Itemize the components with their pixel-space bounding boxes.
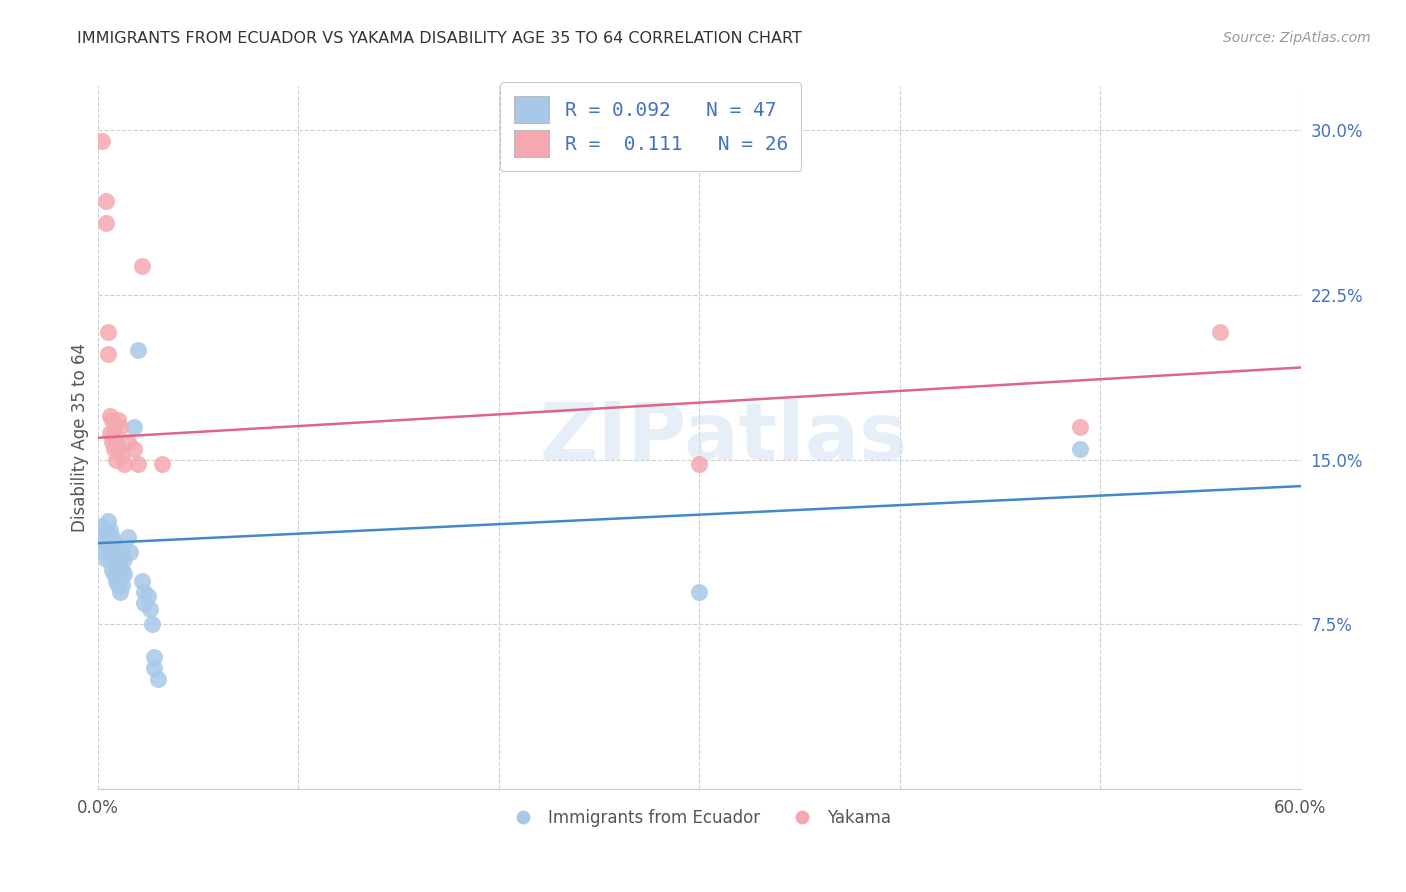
Point (142, 650, 165, 665)
Point (104, 541, 127, 555)
Point (108, 584, 131, 599)
Point (688, 457, 710, 471)
Point (104, 574, 127, 588)
Point (107, 563, 129, 577)
Point (141, 617, 163, 632)
Point (117, 435, 139, 450)
Point (111, 578, 134, 592)
Point (94, 536, 117, 550)
Point (118, 545, 141, 559)
Point (117, 530, 139, 544)
Point (112, 566, 135, 581)
Point (104, 452, 127, 467)
Point (111, 545, 134, 559)
Point (100, 563, 122, 577)
Point (132, 595, 155, 609)
Point (97, 541, 120, 555)
Point (127, 343, 149, 357)
Point (108, 419, 131, 434)
Point (98, 426, 121, 441)
Point (1209, 326, 1232, 340)
Point (122, 442, 145, 456)
Point (94, 215, 117, 229)
Point (150, 457, 173, 471)
Point (108, 566, 131, 581)
Point (103, 442, 125, 456)
Point (93, 530, 115, 544)
Point (107, 578, 129, 592)
Point (1069, 419, 1091, 434)
Point (112, 551, 135, 566)
Point (122, 419, 145, 434)
Point (94, 551, 117, 566)
Point (111, 563, 134, 577)
Point (98, 536, 121, 550)
Point (131, 260, 153, 274)
Point (132, 584, 155, 599)
Point (138, 602, 160, 616)
Point (93, 545, 115, 559)
Point (98, 409, 121, 423)
Point (94, 523, 117, 537)
Point (107, 545, 129, 559)
Point (100, 530, 122, 544)
Point (97, 347, 120, 361)
Point (100, 413, 122, 427)
Point (97, 530, 120, 544)
Point (97, 514, 120, 528)
Point (136, 589, 159, 603)
Point (127, 457, 149, 471)
Point (131, 574, 153, 588)
Point (111, 448, 134, 462)
Point (688, 584, 710, 599)
Point (94, 194, 117, 208)
Text: ZIPatlas: ZIPatlas (538, 399, 907, 477)
Point (100, 435, 122, 450)
Point (108, 551, 131, 566)
Point (97, 326, 120, 340)
Point (90, 518, 112, 533)
Y-axis label: Disability Age 35 to 64: Disability Age 35 to 64 (72, 343, 89, 533)
Point (104, 556, 127, 570)
Point (107, 413, 129, 427)
Point (103, 551, 125, 566)
Point (146, 673, 169, 687)
Legend: Immigrants from Ecuador, Yakama: Immigrants from Ecuador, Yakama (501, 802, 898, 834)
Point (103, 536, 125, 550)
Text: Source: ZipAtlas.com: Source: ZipAtlas.com (1223, 31, 1371, 45)
Point (98, 523, 121, 537)
Point (107, 442, 129, 456)
Point (103, 426, 125, 441)
Point (100, 545, 122, 559)
Point (103, 566, 125, 581)
Point (112, 457, 135, 471)
Point (1069, 442, 1091, 456)
Point (98, 551, 121, 566)
Point (142, 661, 165, 675)
Point (104, 435, 127, 450)
Point (90, 134, 112, 148)
Text: IMMIGRANTS FROM ECUADOR VS YAKAMA DISABILITY AGE 35 TO 64 CORRELATION CHART: IMMIGRANTS FROM ECUADOR VS YAKAMA DISABI… (77, 31, 803, 46)
